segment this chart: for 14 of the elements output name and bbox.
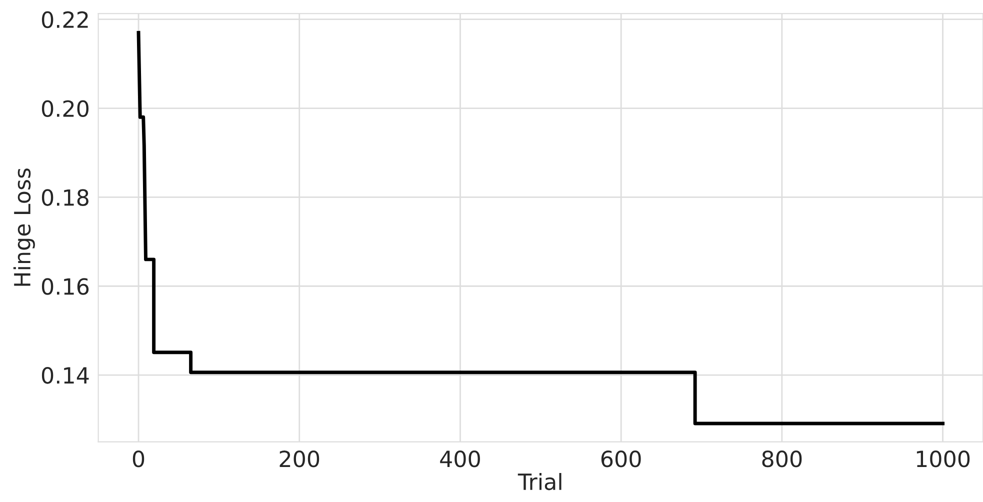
- y-tick-label: 0.14: [42, 367, 89, 384]
- y-axis-title: Hinge Loss: [13, 168, 35, 286]
- x-tick-label: 600: [601, 450, 641, 468]
- y-tick-label: 0.18: [42, 189, 88, 206]
- x-tick-label: 1000: [916, 450, 970, 468]
- x-tick-label: 400: [440, 450, 480, 468]
- y-tick-label: 0.20: [42, 100, 88, 118]
- y-tick-label: 0.22: [42, 11, 88, 28]
- x-tick-label: 0: [132, 450, 144, 468]
- x-tick-label: 200: [280, 450, 320, 468]
- x-axis-title: Trial: [518, 472, 562, 490]
- line-series: [136, 30, 945, 426]
- x-tick-label: 800: [762, 450, 802, 468]
- y-tick-label: 0.16: [42, 278, 89, 295]
